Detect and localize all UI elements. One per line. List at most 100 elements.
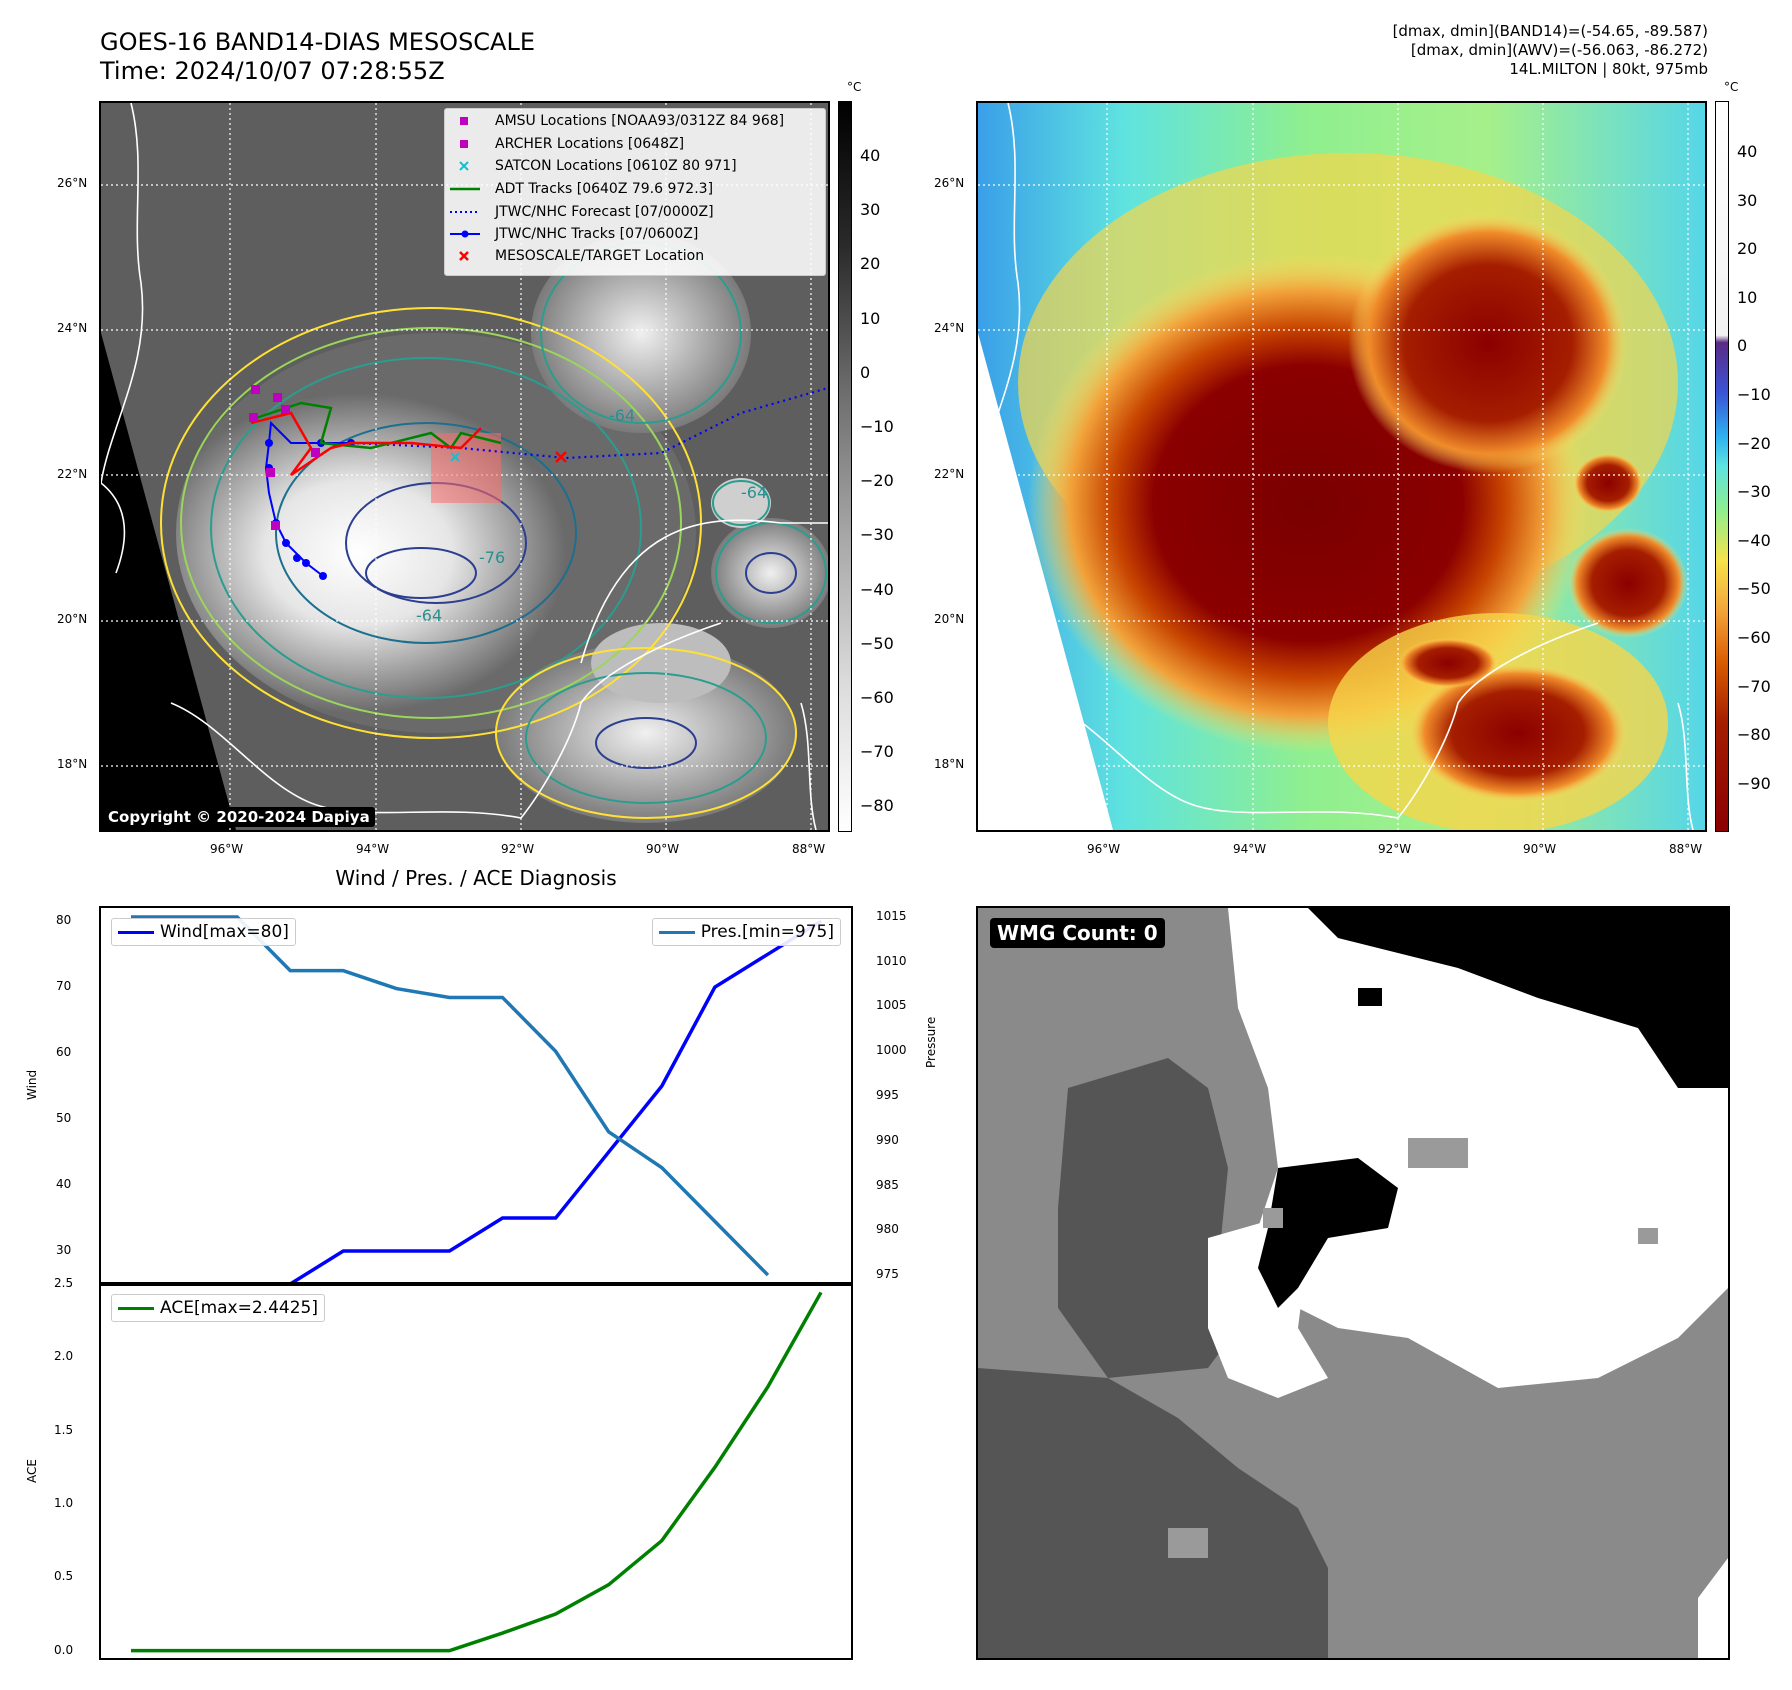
legend-markers [450, 117, 480, 261]
ace-tick: 1.0 [54, 1496, 74, 1510]
lon-label: 94°W [356, 842, 390, 856]
ace-tick: 2.0 [54, 1349, 74, 1364]
legend-satcon: SATCON Locations [0610Z 80 971] [495, 158, 737, 174]
right-colorbar-tick: 20 [1737, 239, 1758, 259]
wind-tick: 80 [56, 913, 72, 928]
right-colorbar-tick: −50 [1737, 579, 1771, 599]
ace-tick: 1.5 [54, 1422, 74, 1437]
wmg-count-label: WMG Count: 0 [990, 918, 1165, 948]
lat-label: 22°N [934, 467, 965, 481]
ir-map-svg: -64 -76 -64 -64 [101, 103, 828, 830]
left-colorbar-tick: −80 [860, 796, 894, 816]
legend-adt: ADT Tracks [0640Z 79.6 972.3] [495, 181, 714, 197]
pressure-legend: Pres.[min=975] [651, 918, 841, 946]
pressure-tick: 990 [876, 1132, 899, 1147]
contour-label-4: -64 [741, 483, 767, 502]
right-colorbar-tick: 10 [1737, 287, 1758, 307]
lon-label: 94°W [1233, 842, 1267, 856]
left-colorbar-tick: −60 [860, 688, 894, 707]
wind-pressure-chart: Wind[max=80] Pres.[min=975] [99, 906, 853, 1286]
ace-chart: ACE[max=2.4425] [99, 1282, 853, 1660]
pressure-tick: 995 [876, 1088, 899, 1102]
right-colorbar-tick: −60 [1737, 628, 1771, 647]
left-colorbar-tick: 20 [860, 254, 881, 274]
legend-amsu: AMSU Locations [NOAA93/0312Z 84 968] [495, 113, 785, 129]
left-colorbar-tick: −40 [860, 579, 894, 599]
legend-target: MESOSCALE/TARGET Location [495, 248, 705, 264]
lon-label: 92°W [501, 842, 535, 856]
left-colorbar-tick: 40 [860, 146, 881, 165]
pressure-tick: 1010 [876, 953, 907, 968]
lat-label: 20°N [57, 612, 88, 626]
lon-label: 88°W [1669, 842, 1703, 856]
wind-tick: 70 [56, 979, 72, 994]
pressure-tick: 1015 [876, 908, 907, 923]
left-colorbar-tick: −30 [860, 525, 894, 545]
wind-line [131, 919, 822, 1286]
lat-label: 22°N [57, 467, 88, 481]
lat-label: 18°N [57, 757, 88, 771]
lat-label: 26°N [57, 176, 88, 190]
lat-label: 18°N [934, 757, 965, 771]
intensity-info: [dmax, dmin](BAND14)=(-54.65, -89.587) [… [1393, 22, 1708, 79]
title-line-1: GOES-16 BAND14-DIAS MESOSCALE [100, 28, 536, 56]
pressure-tick: 975 [876, 1267, 899, 1282]
info-line-3: 14L.MILTON | 80kt, 975mb [1509, 60, 1708, 78]
ace-tick: 0.5 [54, 1569, 74, 1584]
lat-label: 24°N [934, 321, 965, 335]
legend-archer: ARCHER Locations [0648Z] [495, 136, 685, 152]
pressure-tick: 1000 [876, 1043, 907, 1058]
pressure-tick: 980 [876, 1222, 899, 1237]
diagnosis-title: Wind / Pres. / ACE Diagnosis [335, 866, 617, 890]
wind-legend-label: Wind[max=80] [160, 922, 289, 942]
wind-legend-swatch [118, 930, 154, 934]
awv-map-svg [978, 103, 1705, 830]
left-colorbar [838, 101, 852, 832]
left-colorbar-tick: −70 [860, 742, 894, 762]
lon-label: 96°W [1087, 842, 1121, 856]
right-colorbar-tick: −30 [1737, 482, 1771, 502]
pressure-tick: 1005 [876, 998, 907, 1013]
ace-line [131, 1291, 823, 1653]
right-colorbar-tick: 0 [1737, 336, 1748, 356]
left-colorbar-tick: −20 [860, 471, 894, 491]
copyright-label: Copyright © 2020-2024 Dapiya [103, 807, 375, 827]
pressure-tick: 985 [876, 1177, 899, 1192]
right-colorbar-tick: −70 [1737, 676, 1771, 696]
lat-label: 20°N [934, 612, 965, 626]
lat-label: 24°N [57, 321, 88, 335]
wind-tick: 30 [56, 1243, 72, 1258]
pressure-axis-label: Pressure [924, 1016, 938, 1068]
info-line-2: [dmax, dmin](AWV)=(-56.063, -86.272) [1410, 41, 1708, 59]
page-title: GOES-16 BAND14-DIAS MESOSCALE Time: 2024… [100, 28, 535, 86]
legend-tracks: JTWC/NHC Tracks [07/0600Z] [495, 226, 699, 242]
wmg-panel: WMG Count: 0 [976, 906, 1730, 1660]
wind-pressure-svg [131, 915, 822, 1286]
ace-legend-swatch [118, 1306, 154, 1310]
lat-label: 26°N [934, 176, 965, 190]
left-colorbar-unit: °C [847, 80, 862, 94]
ace-legend: ACE[max=2.4425] [111, 1294, 325, 1322]
wind-tick: 40 [56, 1177, 72, 1192]
left-colorbar-tick: 30 [860, 200, 881, 220]
left-colorbar-tick: 10 [860, 308, 881, 328]
info-line-1: [dmax, dmin](BAND14)=(-54.65, -89.587) [1392, 22, 1708, 40]
ace-tick: 2.5 [54, 1276, 74, 1290]
pressure-legend-label: Pres.[min=975] [700, 922, 834, 942]
wind-tick: 50 [56, 1111, 72, 1126]
right-colorbar-tick: −80 [1737, 725, 1771, 745]
lon-label: 96°W [210, 842, 244, 856]
right-colorbar-tick: −20 [1737, 433, 1771, 453]
right-colorbar-tick: −10 [1737, 385, 1771, 404]
wind-tick: 60 [56, 1045, 72, 1060]
contour-label-2: -76 [479, 548, 505, 567]
ace-svg [131, 1291, 823, 1653]
ace-legend-label: ACE[max=2.4425] [160, 1298, 318, 1318]
lon-label: 88°W [792, 842, 826, 856]
lon-label: 92°W [1378, 842, 1412, 856]
contour-label-1: -64 [609, 406, 635, 425]
right-colorbar-tick: −40 [1737, 530, 1771, 550]
right-colorbar [1715, 101, 1729, 832]
right-colorbar-tick: 40 [1737, 142, 1758, 161]
awv-map-panel [976, 101, 1707, 832]
